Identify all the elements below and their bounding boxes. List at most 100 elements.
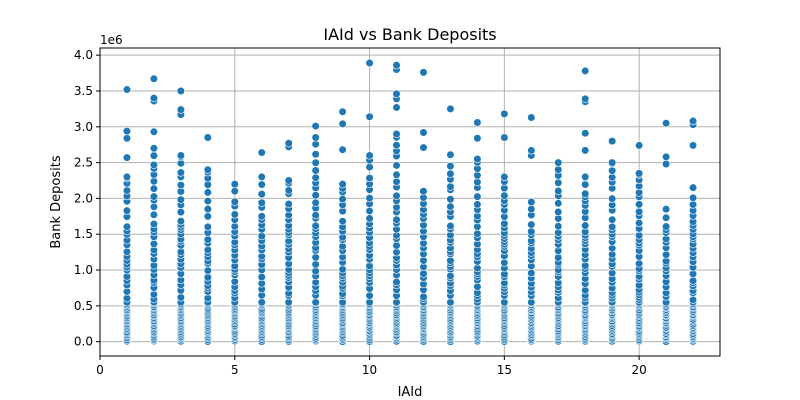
y-tick-label: 2.0	[74, 191, 93, 205]
data-point	[581, 94, 590, 103]
data-point	[365, 58, 374, 68]
x-axis-label: IAId	[398, 385, 423, 400]
data-point	[149, 192, 159, 201]
data-point	[257, 148, 266, 157]
data-point	[446, 162, 455, 171]
y-axis-offset-label: 1e6	[100, 33, 123, 47]
y-tick-label: 1.0	[74, 263, 93, 277]
data-point	[661, 213, 671, 222]
data-point	[661, 152, 671, 161]
axis-ticks: 0 5 10 15 20 0.0 0.5 1.0 1.5 2.0 2.5 3.0 3.5 4.0	[74, 48, 647, 377]
data-point	[122, 206, 132, 215]
data-point	[149, 74, 159, 83]
data-point	[581, 66, 590, 76]
data-point	[311, 298, 320, 307]
data-point	[203, 212, 212, 221]
data-point	[203, 133, 212, 142]
data-point	[365, 194, 374, 203]
data-point	[203, 266, 212, 275]
data-point	[176, 208, 185, 217]
data-point	[392, 277, 401, 287]
data-points	[122, 58, 698, 346]
data-point	[527, 197, 536, 207]
data-point	[608, 137, 617, 146]
data-point	[257, 212, 266, 221]
data-point	[176, 86, 185, 96]
data-point	[419, 128, 428, 137]
y-axis-label: Bank Deposits	[49, 155, 64, 248]
data-point	[661, 159, 671, 169]
data-point	[311, 166, 320, 175]
data-point	[311, 221, 320, 230]
data-point	[500, 109, 509, 118]
data-point	[661, 205, 671, 214]
data-point	[392, 129, 401, 139]
y-tick-label: 3.0	[74, 120, 93, 134]
data-point	[149, 210, 159, 219]
data-point	[203, 235, 212, 244]
chart-title: IAId vs Bank Deposits	[323, 25, 496, 44]
data-point	[473, 134, 482, 143]
data-point	[554, 178, 563, 187]
data-point	[311, 260, 320, 269]
y-tick-label: 1.5	[74, 227, 93, 241]
data-point	[635, 207, 644, 216]
data-point	[203, 165, 212, 174]
data-point	[527, 113, 536, 122]
data-point	[661, 222, 671, 231]
data-point	[688, 141, 698, 150]
data-point	[446, 104, 455, 113]
data-point	[688, 295, 698, 304]
data-point	[230, 187, 239, 196]
data-point	[581, 146, 590, 155]
data-point	[554, 165, 563, 174]
x-tick-label: 5	[231, 363, 239, 377]
data-point	[554, 199, 563, 208]
data-point	[149, 94, 159, 103]
data-point	[581, 180, 590, 189]
x-tick-label: 15	[497, 363, 512, 377]
data-point	[635, 169, 644, 178]
data-point	[338, 179, 347, 189]
data-point	[527, 227, 536, 236]
data-point	[230, 210, 239, 219]
data-point	[446, 221, 455, 231]
data-point	[392, 103, 401, 112]
data-point	[203, 222, 212, 231]
x-tick-label: 0	[96, 363, 104, 377]
data-point	[203, 273, 212, 282]
data-point	[284, 186, 293, 195]
data-point	[473, 178, 482, 187]
x-tick-label: 20	[631, 363, 646, 377]
data-point	[554, 222, 563, 231]
data-point	[527, 146, 536, 155]
data-point	[122, 134, 132, 143]
data-point	[257, 180, 266, 189]
data-point	[365, 151, 374, 160]
data-point	[338, 217, 347, 226]
data-point	[419, 292, 428, 301]
data-point	[581, 129, 590, 138]
data-point	[527, 204, 536, 214]
data-point	[635, 231, 644, 240]
data-point	[419, 187, 428, 196]
data-point	[500, 172, 509, 182]
data-point	[149, 144, 159, 153]
y-tick-label: 2.5	[74, 156, 93, 170]
data-point	[446, 195, 455, 204]
data-point	[392, 191, 401, 200]
data-point	[446, 298, 455, 307]
y-tick-label: 4.0	[74, 48, 93, 62]
data-point	[311, 198, 320, 207]
data-point	[365, 112, 374, 121]
data-point	[392, 177, 401, 186]
data-point	[311, 253, 320, 262]
data-point	[446, 150, 455, 159]
data-point	[122, 222, 132, 231]
grid	[99, 48, 720, 356]
data-point	[365, 163, 374, 172]
data-point	[149, 177, 159, 186]
data-point	[311, 211, 320, 220]
data-point	[176, 217, 185, 226]
